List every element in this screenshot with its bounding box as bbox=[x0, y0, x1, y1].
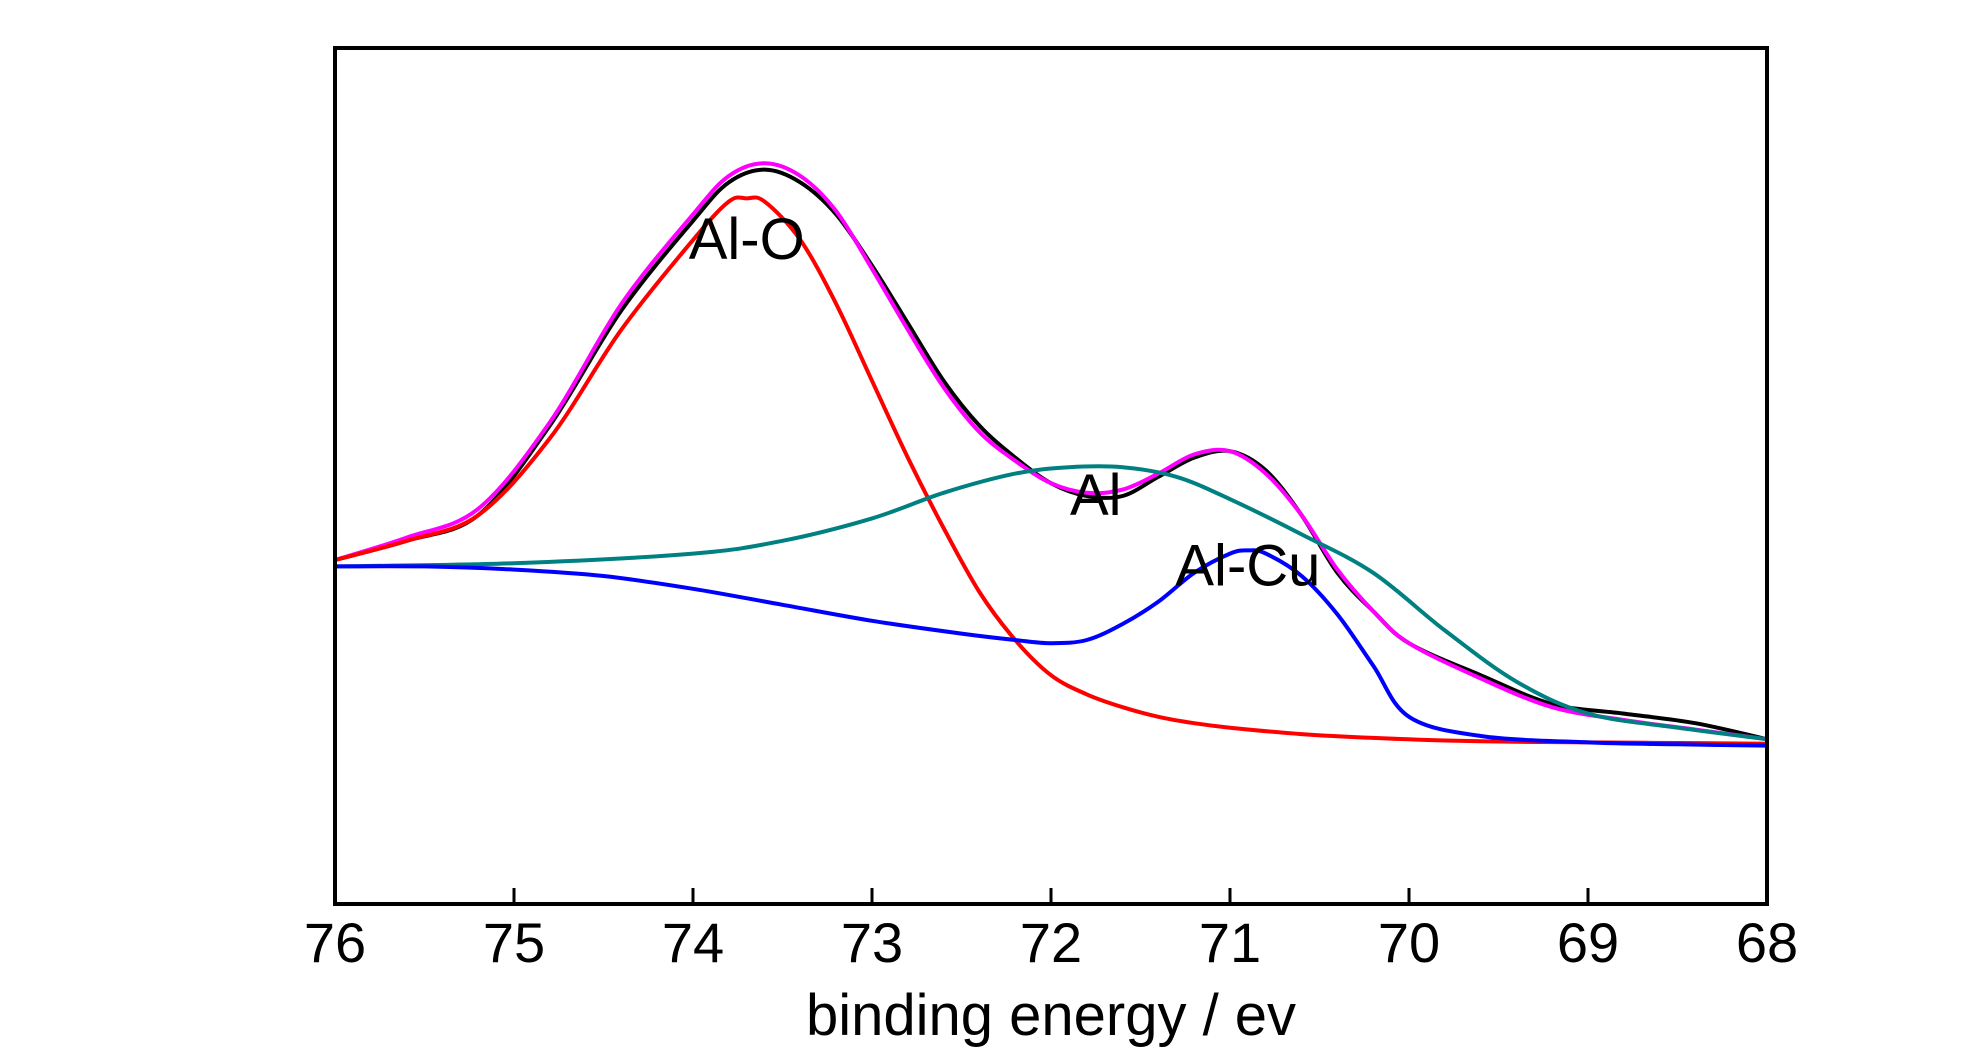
series-line-2 bbox=[334, 195, 1768, 746]
x-tick-label: 68 bbox=[1736, 911, 1798, 974]
x-tick-label: 74 bbox=[662, 911, 724, 974]
x-tick-label: 70 bbox=[1378, 911, 1440, 974]
x-tick-label: 71 bbox=[1199, 911, 1261, 974]
series-line-4 bbox=[334, 548, 1768, 748]
peak-label: Al-Cu bbox=[1175, 534, 1320, 599]
x-tick-label: 69 bbox=[1557, 911, 1619, 974]
x-tick-label: 75 bbox=[483, 911, 545, 974]
plot-frame bbox=[333, 46, 1769, 906]
series-line-3 bbox=[334, 464, 1768, 742]
x-axis-ticks: 76 75 74 73 72 71 70 69 68 bbox=[304, 888, 1798, 974]
series-layer bbox=[334, 161, 1768, 748]
series-line-1 bbox=[334, 161, 1768, 742]
series-line-0 bbox=[334, 167, 1768, 742]
peak-annotations: Al-O Al Al-Cu bbox=[689, 207, 1321, 598]
x-tick-label: 73 bbox=[841, 911, 903, 974]
x-tick-label: 72 bbox=[1020, 911, 1082, 974]
peak-label: Al-O bbox=[689, 207, 805, 272]
x-tick-label: 76 bbox=[304, 911, 366, 974]
x-axis-title: binding energy / ev bbox=[806, 983, 1296, 1048]
peak-label: Al bbox=[1070, 463, 1122, 528]
